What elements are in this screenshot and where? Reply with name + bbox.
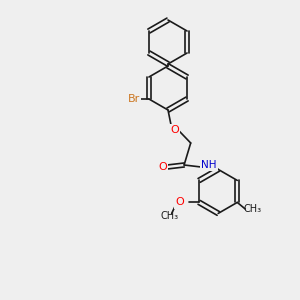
Text: O: O [176,197,184,207]
Text: O: O [171,125,179,135]
Text: CH₃: CH₃ [243,204,261,214]
Text: NH: NH [201,160,217,170]
Text: O: O [158,162,167,172]
Text: Br: Br [128,94,140,104]
Text: CH₃: CH₃ [160,212,179,221]
